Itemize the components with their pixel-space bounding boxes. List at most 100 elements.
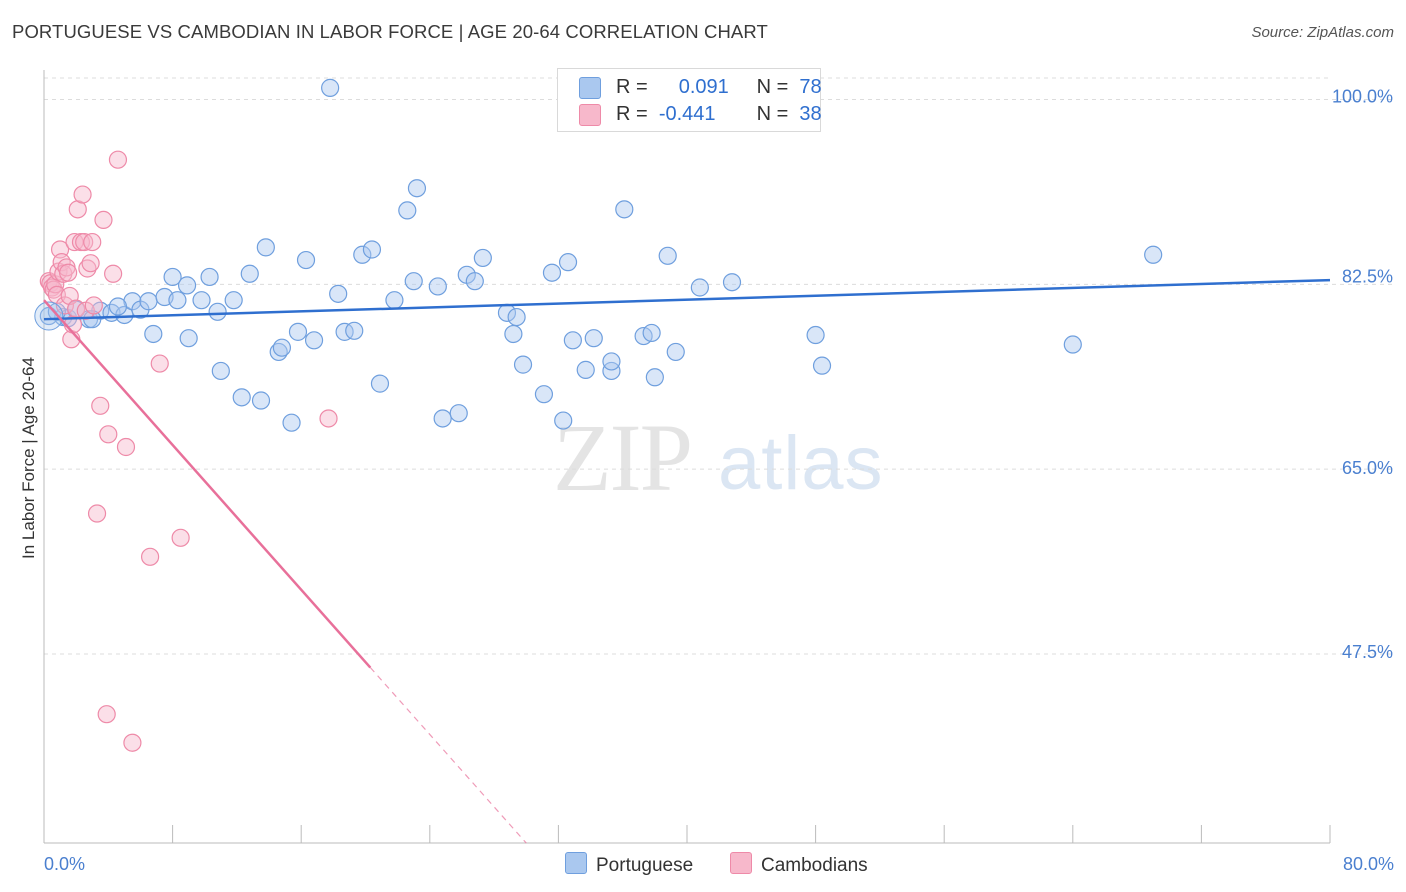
point-portuguese xyxy=(398,201,417,220)
watermark-zip: ZIP xyxy=(553,404,693,511)
point-cambodians xyxy=(97,705,116,724)
point-portuguese xyxy=(507,307,526,327)
point-cambodians xyxy=(87,504,107,523)
legend-r-value: -0.441 xyxy=(658,103,716,125)
point-portuguese xyxy=(256,238,275,257)
bottom-legend-portuguese: Portuguese xyxy=(565,852,693,877)
legend-n-value: 38 xyxy=(799,103,822,125)
point-cluster-portuguese xyxy=(34,301,64,331)
point-portuguese xyxy=(615,200,634,219)
point-cambodians xyxy=(55,296,74,315)
point-portuguese xyxy=(690,278,709,297)
y-axis-label: In Labor Force | Age 20-64 xyxy=(19,357,38,559)
point-portuguese xyxy=(272,338,292,357)
trendline-cambodians-extrapolated xyxy=(369,667,527,844)
point-portuguese xyxy=(108,297,128,316)
point-cambodians xyxy=(319,409,338,428)
trendline-portuguese xyxy=(43,278,1331,321)
point-portuguese xyxy=(192,291,211,310)
point-portuguese xyxy=(177,276,197,295)
point-portuguese xyxy=(251,391,271,410)
point-portuguese xyxy=(370,374,390,393)
point-portuguese xyxy=(296,250,316,270)
point-cambodians xyxy=(104,264,123,283)
point-portuguese xyxy=(584,329,603,348)
legend-r-label: R = xyxy=(616,76,648,98)
legend-n-label: N = xyxy=(756,76,789,98)
point-portuguese xyxy=(179,329,198,348)
point-cambodians xyxy=(59,263,78,282)
point-portuguese xyxy=(433,409,452,428)
point-portuguese xyxy=(232,388,251,407)
point-portuguese xyxy=(513,355,533,374)
point-portuguese xyxy=(1144,245,1163,264)
legend-r-label: R = xyxy=(616,103,648,125)
point-cambodians xyxy=(91,396,110,415)
point-cambodians xyxy=(171,528,190,547)
source-label: Source: ZipAtlas.com xyxy=(1251,24,1394,41)
point-portuguese xyxy=(208,302,227,321)
point-portuguese xyxy=(211,361,230,381)
point-portuguese xyxy=(224,291,243,310)
point-portuguese xyxy=(558,253,578,272)
point-portuguese xyxy=(576,360,595,379)
point-cambodians xyxy=(83,232,102,252)
point-cambodians xyxy=(140,547,160,566)
point-portuguese xyxy=(282,413,301,432)
point-cambodians xyxy=(52,253,71,272)
point-portuguese xyxy=(806,325,825,345)
bottom-legend-label: Cambodians xyxy=(761,855,868,876)
chart-title: PORTUGUESE VS CAMBODIAN IN LABOR FORCE |… xyxy=(12,21,768,42)
legend-box: R = 0.091 N = 78 R = -0.441 N = 38 xyxy=(557,68,822,132)
trendline-cambodians xyxy=(43,299,372,669)
point-cambodians xyxy=(81,254,100,273)
point-cambodians xyxy=(116,437,136,457)
point-portuguese xyxy=(602,361,621,381)
point-portuguese xyxy=(473,248,492,268)
point-portuguese xyxy=(321,78,340,97)
point-portuguese xyxy=(534,385,554,404)
y-tick-label: 100.0% xyxy=(1332,87,1393,107)
point-cambodians xyxy=(150,354,169,373)
point-portuguese xyxy=(407,179,427,198)
point-portuguese xyxy=(542,263,562,282)
point-portuguese xyxy=(563,331,582,350)
y-tick-label: 82.5% xyxy=(1342,266,1393,286)
watermark-atlas: atlas xyxy=(718,421,884,506)
y-tick-label: 47.5% xyxy=(1342,642,1393,662)
point-portuguese xyxy=(645,368,664,387)
point-portuguese xyxy=(163,267,182,287)
legend-n-value: 78 xyxy=(799,76,822,98)
point-portuguese xyxy=(504,324,523,344)
point-portuguese xyxy=(404,272,423,291)
bottom-legend-swatch-blue xyxy=(565,852,587,874)
point-portuguese xyxy=(602,352,621,371)
point-portuguese xyxy=(288,322,308,341)
point-portuguese xyxy=(335,322,354,341)
point-portuguese xyxy=(345,321,364,340)
legend-swatch-blue xyxy=(579,77,601,99)
point-cambodians xyxy=(78,259,97,278)
point-cambodians xyxy=(123,733,142,752)
point-portuguese xyxy=(642,323,661,343)
point-portuguese xyxy=(428,277,447,296)
legend-n-label: N = xyxy=(756,103,789,125)
bottom-legend-swatch-pink xyxy=(730,852,752,874)
point-portuguese xyxy=(658,246,677,265)
point-portuguese xyxy=(168,291,187,310)
point-portuguese xyxy=(304,331,324,350)
point-cambodians xyxy=(99,425,118,444)
point-portuguese xyxy=(139,292,158,311)
y-tick-label: 65.0% xyxy=(1342,458,1393,478)
point-cambodians xyxy=(84,296,103,315)
point-portuguese xyxy=(144,324,163,344)
point-portuguese xyxy=(200,267,219,287)
point-cambodians xyxy=(73,185,92,204)
point-portuguese xyxy=(812,356,832,375)
point-cambodians xyxy=(65,232,84,252)
point-portuguese xyxy=(240,264,259,283)
bottom-legend-label: Portuguese xyxy=(596,855,694,876)
point-portuguese xyxy=(449,404,468,423)
bottom-legend-cambodians: Cambodians xyxy=(730,852,868,877)
